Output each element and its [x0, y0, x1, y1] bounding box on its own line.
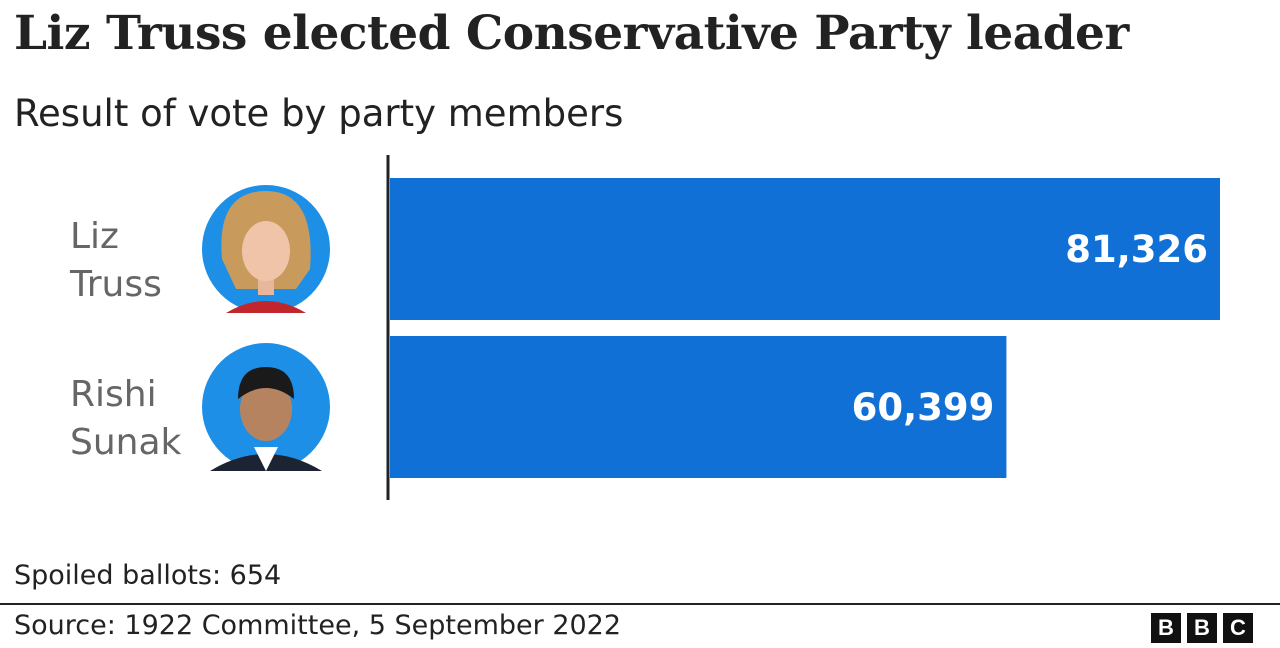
bbc-logo: B B C: [1151, 613, 1253, 643]
bbc-logo-letter: B: [1187, 613, 1217, 643]
face-shape: [242, 221, 290, 281]
chart-subtitle: Result of vote by party members: [14, 92, 624, 135]
bbc-logo-letter: C: [1223, 613, 1253, 643]
category-label: Liz: [70, 216, 119, 257]
bar: [390, 336, 1007, 478]
face-shape: [240, 377, 292, 441]
shirt-shape: [254, 447, 278, 471]
footer-divider: [0, 603, 1280, 605]
clothing-shape: [226, 301, 306, 313]
category-label: Rishi: [70, 374, 157, 415]
category-label: Truss: [69, 264, 162, 305]
spoiled-ballots-note: Spoiled ballots: 654: [14, 560, 282, 591]
chart-title: Liz Truss elected Conservative Party lea…: [14, 6, 1129, 61]
bbc-logo-letter: B: [1151, 613, 1181, 643]
category-label: Sunak: [70, 422, 182, 463]
value-label: 81,326: [1065, 228, 1208, 271]
source-note: Source: 1922 Committee, 5 September 2022: [14, 610, 622, 641]
hair-shape: [238, 367, 294, 399]
value-label: 60,399: [852, 386, 995, 429]
bar: [390, 178, 1220, 320]
